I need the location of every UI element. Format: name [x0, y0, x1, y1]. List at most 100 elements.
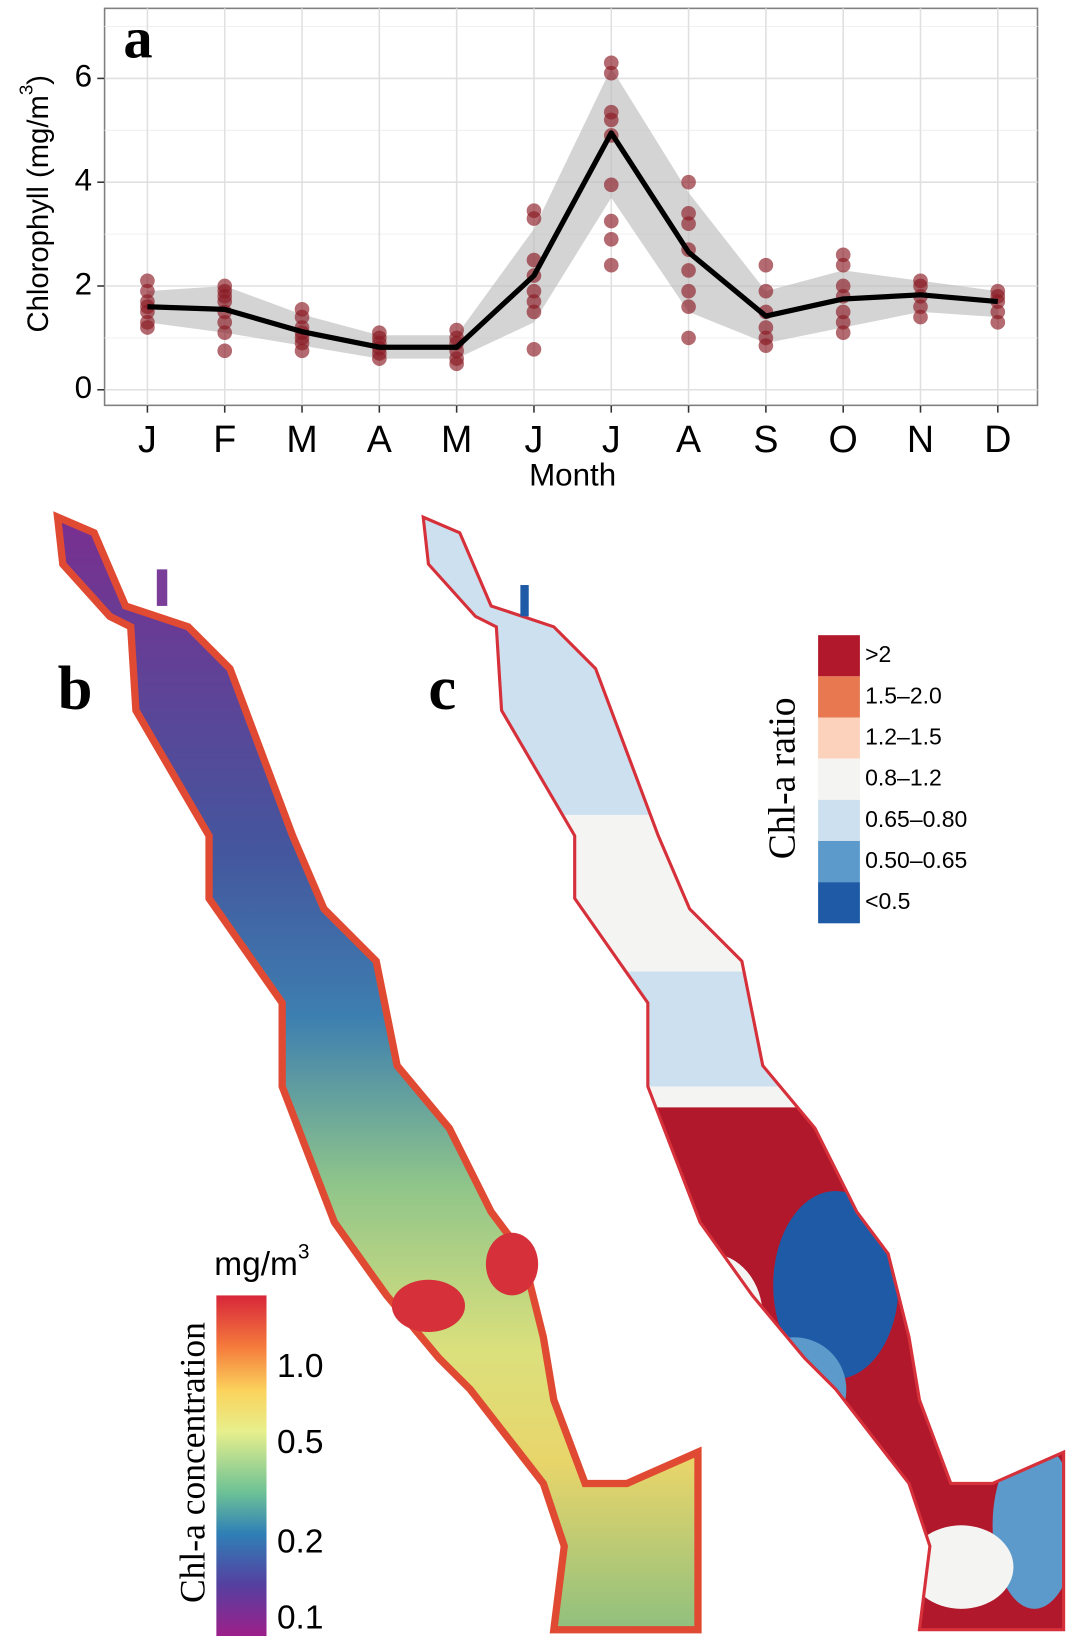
x-tick-label: S — [753, 418, 778, 460]
y-axis-label-sup: 3 — [15, 85, 36, 95]
y-tick-label: 2 — [75, 266, 92, 301]
point — [681, 299, 696, 315]
point — [835, 257, 851, 273]
legend-swatch — [818, 840, 860, 883]
point — [681, 206, 696, 221]
point — [681, 283, 696, 299]
legend-title-sup: 3 — [298, 1240, 310, 1263]
point — [526, 304, 542, 320]
panel-label: a — [123, 5, 152, 70]
map-b-patch — [156, 569, 168, 606]
point — [835, 325, 851, 341]
map-c — [423, 517, 1064, 1630]
point — [449, 322, 464, 338]
point — [990, 315, 1006, 330]
point — [681, 263, 696, 278]
point — [140, 283, 155, 299]
point — [835, 278, 851, 294]
legend-swatch — [818, 635, 860, 677]
point — [603, 231, 619, 247]
point — [603, 213, 619, 229]
legend-title: Chl-a ratio — [761, 697, 803, 859]
legend-title-part: mg/m — [214, 1246, 298, 1283]
point — [603, 104, 619, 120]
x-tick-label: J — [138, 418, 157, 460]
x-tick-label: D — [984, 418, 1011, 460]
point — [603, 257, 619, 273]
point — [913, 309, 928, 325]
point — [681, 330, 696, 346]
point — [217, 325, 233, 341]
colorbar — [216, 1295, 267, 1636]
x-tick-label: A — [676, 418, 701, 460]
x-tick-label: J — [525, 418, 544, 460]
legend-swatch — [818, 717, 860, 759]
point — [603, 177, 619, 193]
legend-label: Chl-a concentration — [173, 1322, 213, 1603]
point — [217, 343, 233, 359]
point — [990, 283, 1006, 299]
map-b — [53, 511, 702, 1634]
x-tick-label: M — [286, 418, 317, 460]
point — [913, 273, 928, 289]
y-axis-label-part: ) — [23, 75, 55, 85]
point — [835, 304, 851, 320]
point — [758, 283, 774, 299]
point — [526, 283, 542, 299]
point — [681, 216, 696, 232]
colorbar-tick-label: 0.1 — [277, 1599, 323, 1636]
point — [835, 315, 851, 330]
point — [990, 304, 1006, 320]
legend-title: mg/m3 — [214, 1240, 309, 1283]
point — [526, 294, 542, 309]
map-b-patch — [391, 1279, 466, 1332]
legend-label: 0.65–0.80 — [865, 806, 967, 832]
legend-label: 1.5–2.0 — [865, 682, 942, 708]
point — [681, 174, 696, 190]
legend-label: >2 — [865, 641, 891, 667]
point — [526, 203, 542, 219]
point — [603, 55, 619, 71]
point — [217, 315, 233, 330]
mean-line — [147, 130, 999, 350]
legend-swatch — [818, 758, 860, 800]
legend-swatch — [818, 799, 860, 841]
legend-label: <0.5 — [865, 888, 910, 914]
x-tick-label: N — [907, 418, 934, 460]
y-tick-label: 4 — [75, 162, 92, 197]
legend-label: 0.50–0.65 — [865, 847, 967, 873]
colorbar-tick-label: 0.2 — [277, 1524, 323, 1561]
legend-label: 1.2–1.5 — [865, 723, 942, 749]
legend-swatch — [818, 676, 860, 718]
point — [758, 257, 774, 273]
ribbon — [147, 68, 998, 359]
y-tick-label: 6 — [75, 59, 92, 94]
panel-label: b — [58, 653, 93, 723]
x-tick-label: F — [213, 418, 236, 460]
y-axis-label-part: Chlorophyll (mg/m — [23, 95, 55, 332]
x-tick-label: M — [441, 418, 472, 460]
legend-swatch — [818, 882, 860, 924]
point — [294, 302, 310, 317]
legend-label: 0.8–1.2 — [865, 765, 942, 791]
point — [526, 341, 542, 357]
point — [758, 320, 774, 335]
point — [835, 247, 851, 263]
point — [140, 273, 155, 289]
colorbar-tick-label: 1.0 — [277, 1348, 323, 1385]
y-axis-label: Chlorophyll (mg/m3) — [15, 75, 54, 333]
point — [913, 299, 928, 315]
colorbar-tick-label: 0.5 — [277, 1424, 323, 1461]
x-tick-label: J — [602, 418, 621, 460]
point — [603, 65, 619, 81]
x-tick-label: O — [829, 418, 858, 460]
point — [372, 325, 387, 341]
y-tick-label: 0 — [75, 370, 92, 405]
point — [758, 330, 774, 346]
x-axis-label: Month — [529, 458, 616, 493]
point — [217, 278, 233, 294]
x-tick-label: A — [367, 418, 392, 460]
point — [140, 315, 155, 330]
map-c-patch — [520, 585, 529, 617]
